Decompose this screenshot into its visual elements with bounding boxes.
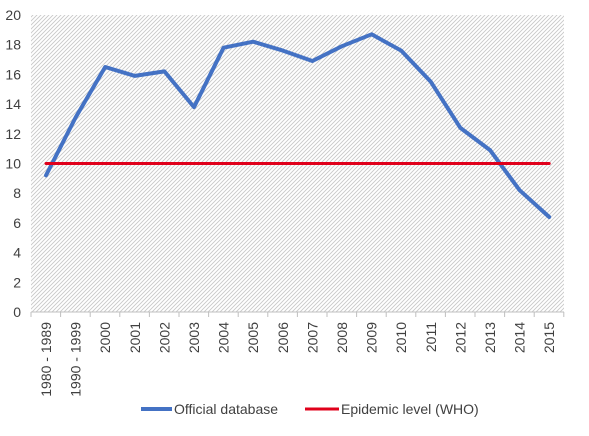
y-tick-label: 14: [5, 96, 21, 112]
series-line-official-database: [44, 32, 552, 219]
x-axis: 1980 - 1989 1990 - 1999 2000 2001 2002 2003 20…: [30, 311, 565, 397]
x-tick-label: 2001: [127, 322, 143, 353]
x-tick-label: 2006: [275, 322, 291, 353]
legend: Official database Epidemic level (WHO): [141, 401, 479, 417]
x-tick-label: 2011: [423, 322, 439, 352]
legend-label: Official database: [174, 401, 278, 417]
x-tick-label: 2004: [216, 322, 232, 353]
x-tick-label: 1990 - 1999: [68, 322, 84, 397]
x-tick-label: 2013: [482, 322, 498, 353]
legend-label: Epidemic level (WHO): [341, 401, 479, 417]
x-tick-label: 2010: [393, 322, 409, 353]
y-tick-label: 10: [5, 156, 21, 172]
x-tick-label: 2014: [512, 322, 528, 353]
y-tick-label: 16: [5, 66, 21, 82]
y-tick-label: 2: [13, 274, 21, 290]
x-tick-label: 1980 - 1989: [38, 322, 54, 397]
series-layer: [44, 32, 552, 219]
x-tick-label: 2005: [245, 322, 261, 353]
x-tick-label: 2012: [452, 322, 468, 353]
y-tick-label: 8: [13, 185, 21, 201]
x-tick-label: 2008: [334, 322, 350, 353]
y-tick-label: 0: [13, 304, 21, 320]
y-axis: 0 2 4 6 8 10 12 14 16 18 20: [5, 7, 21, 320]
x-tick-label: 2015: [541, 322, 557, 353]
x-tick-label: 2002: [156, 322, 172, 353]
y-tick-label: 12: [5, 126, 21, 142]
x-tick-label: 2000: [97, 322, 113, 353]
x-tick-label: 2007: [304, 322, 320, 353]
x-tick-label: 2009: [364, 322, 380, 353]
y-tick-label: 6: [13, 215, 21, 231]
y-tick-label: 20: [5, 7, 21, 23]
x-tick-label: 2003: [186, 322, 202, 353]
y-tick-label: 18: [5, 37, 21, 53]
y-tick-label: 4: [13, 245, 21, 261]
